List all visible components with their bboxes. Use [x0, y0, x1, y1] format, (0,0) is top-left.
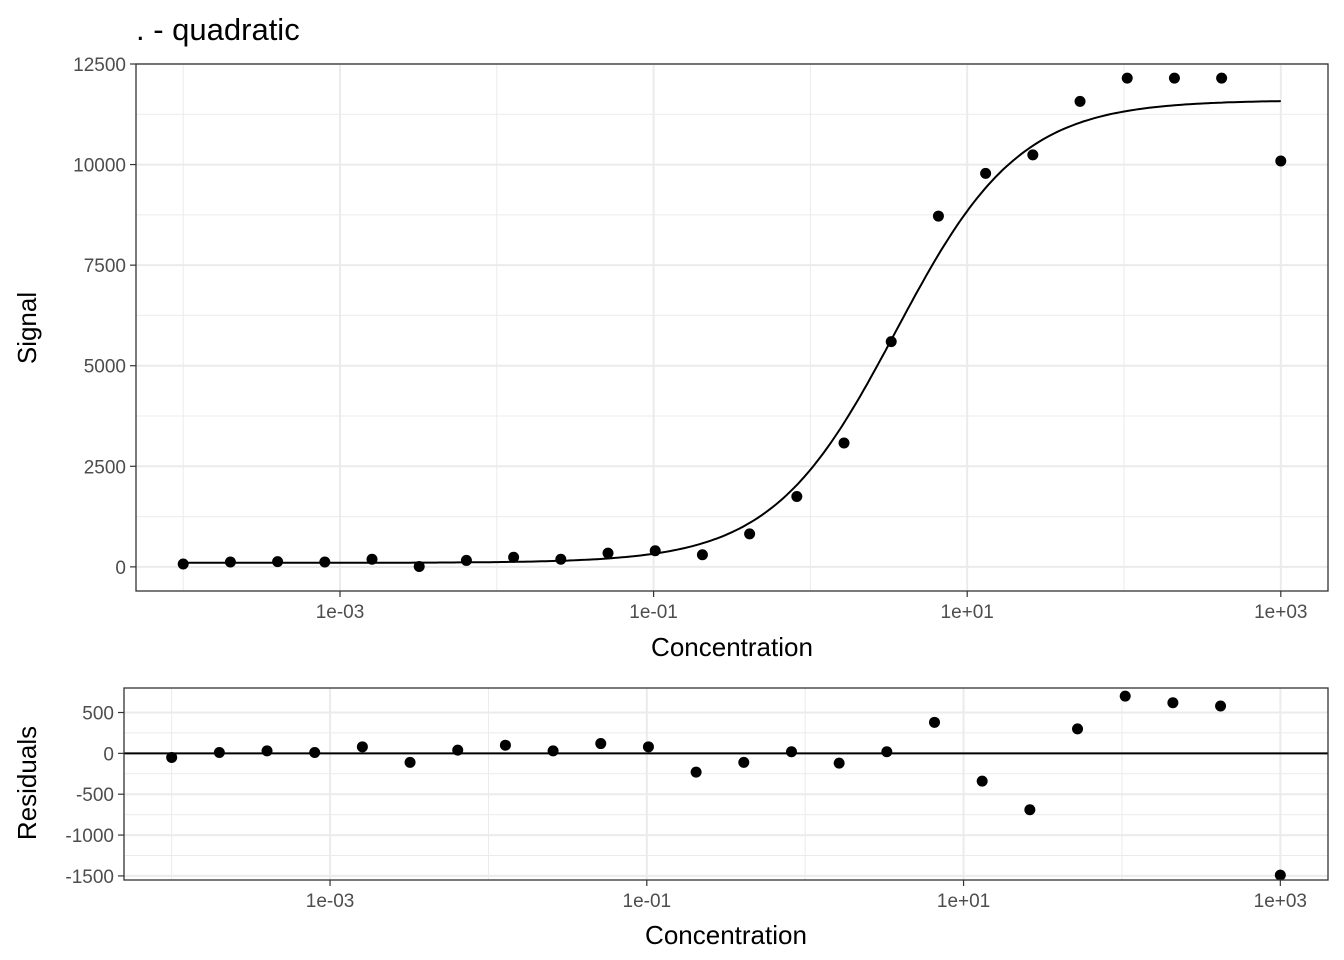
main-data-point: [1216, 72, 1228, 84]
main-y-tick-label: 10000: [73, 156, 126, 177]
main-data-point: [1275, 155, 1287, 167]
main-data-point: [1168, 72, 1180, 84]
residuals-y-tick-label: 500: [82, 704, 114, 725]
residuals-data-point: [499, 739, 511, 751]
residuals-data-point: [976, 775, 988, 787]
residuals-x-tick-label: 1e+03: [1254, 891, 1307, 912]
residuals-x-axis-title: Concentration: [645, 920, 807, 950]
main-y-tick-label: 12500: [73, 55, 126, 76]
residuals-x-tick-label: 1e+01: [937, 891, 990, 912]
main-y-tick-label: 0: [115, 558, 126, 579]
main-data-point: [1027, 149, 1039, 161]
residuals-y-tick-label: -500: [76, 785, 114, 806]
residuals-data-point: [642, 741, 654, 753]
residuals-x-tick-label: 1e-01: [623, 891, 672, 912]
main-data-point: [555, 553, 567, 565]
main-x-axis-title: Concentration: [651, 632, 813, 662]
residuals-data-point: [1072, 723, 1084, 735]
residuals-data-point: [1024, 804, 1036, 816]
residuals-panel-border: [123, 687, 1329, 881]
residuals-data-point: [261, 745, 273, 757]
main-y-tick-label: 2500: [84, 457, 126, 478]
residuals-data-point: [738, 756, 750, 768]
main-data-point: [413, 560, 425, 572]
main-background: [136, 64, 1328, 591]
main-x-tick-label: 1e-03: [316, 602, 365, 623]
residuals-data-point: [785, 746, 797, 758]
main-y-tick-label: 7500: [84, 256, 126, 277]
main-data-point: [932, 210, 944, 222]
main-y-tick-label: 5000: [84, 357, 126, 378]
residuals-data-point: [1274, 869, 1286, 881]
main-y-axis-title: Signal: [12, 292, 42, 364]
main-data-point: [980, 167, 992, 179]
main-data-point: [791, 490, 803, 502]
chart-title: . - quadratic: [136, 12, 300, 47]
main-data-point: [602, 547, 614, 559]
residuals-data-point: [833, 757, 845, 769]
residuals-data-point: [595, 738, 607, 750]
residuals-data-point: [1167, 697, 1179, 709]
residuals-background: [124, 688, 1328, 880]
residuals-data-point: [309, 747, 321, 759]
main-data-point: [508, 551, 520, 563]
main-data-point: [1074, 95, 1086, 107]
main-x-tick-label: 1e-01: [629, 602, 678, 623]
main-data-point: [177, 558, 189, 570]
residuals-data-point: [929, 716, 941, 728]
main-data-point: [744, 528, 756, 540]
main-plot-panel: 1e-03 1e-01 1e+01 1e+03 0 2500 5000 7500 10000 12…: [73, 55, 1329, 623]
residuals-data-point: [881, 746, 893, 758]
residuals-data-point: [452, 744, 464, 756]
residuals-data-point: [356, 741, 368, 753]
main-x-tick-label: 1e+03: [1254, 602, 1307, 623]
main-data-point: [838, 437, 850, 449]
residuals-data-point: [547, 745, 559, 757]
residuals-plot-panel: 1e-03 1e-01 1e+01 1e+03 -1500 -1000 -500 0 500: [65, 687, 1329, 912]
main-data-point: [272, 556, 284, 568]
main-fit-curve: [183, 100, 1281, 564]
residuals-y-tick-label: -1000: [65, 826, 114, 847]
residuals-data-point: [1215, 700, 1227, 712]
main-data-point: [696, 549, 708, 561]
residuals-data-point: [404, 756, 416, 768]
main-data-point: [1121, 72, 1133, 84]
residuals-data-point: [166, 751, 178, 763]
main-data-point: [460, 554, 472, 566]
residuals-data-point: [690, 766, 702, 778]
residuals-x-tick-label: 1e-03: [306, 891, 355, 912]
main-x-tick-label: 1e+01: [941, 602, 994, 623]
residuals-data-point: [213, 747, 225, 759]
residuals-y-tick-label: -1500: [65, 867, 114, 888]
residuals-data-point: [1119, 690, 1131, 702]
residuals-y-tick-label: 0: [103, 744, 114, 765]
main-panel-border: [135, 63, 1329, 592]
residuals-y-axis-title: Residuals: [12, 726, 42, 840]
